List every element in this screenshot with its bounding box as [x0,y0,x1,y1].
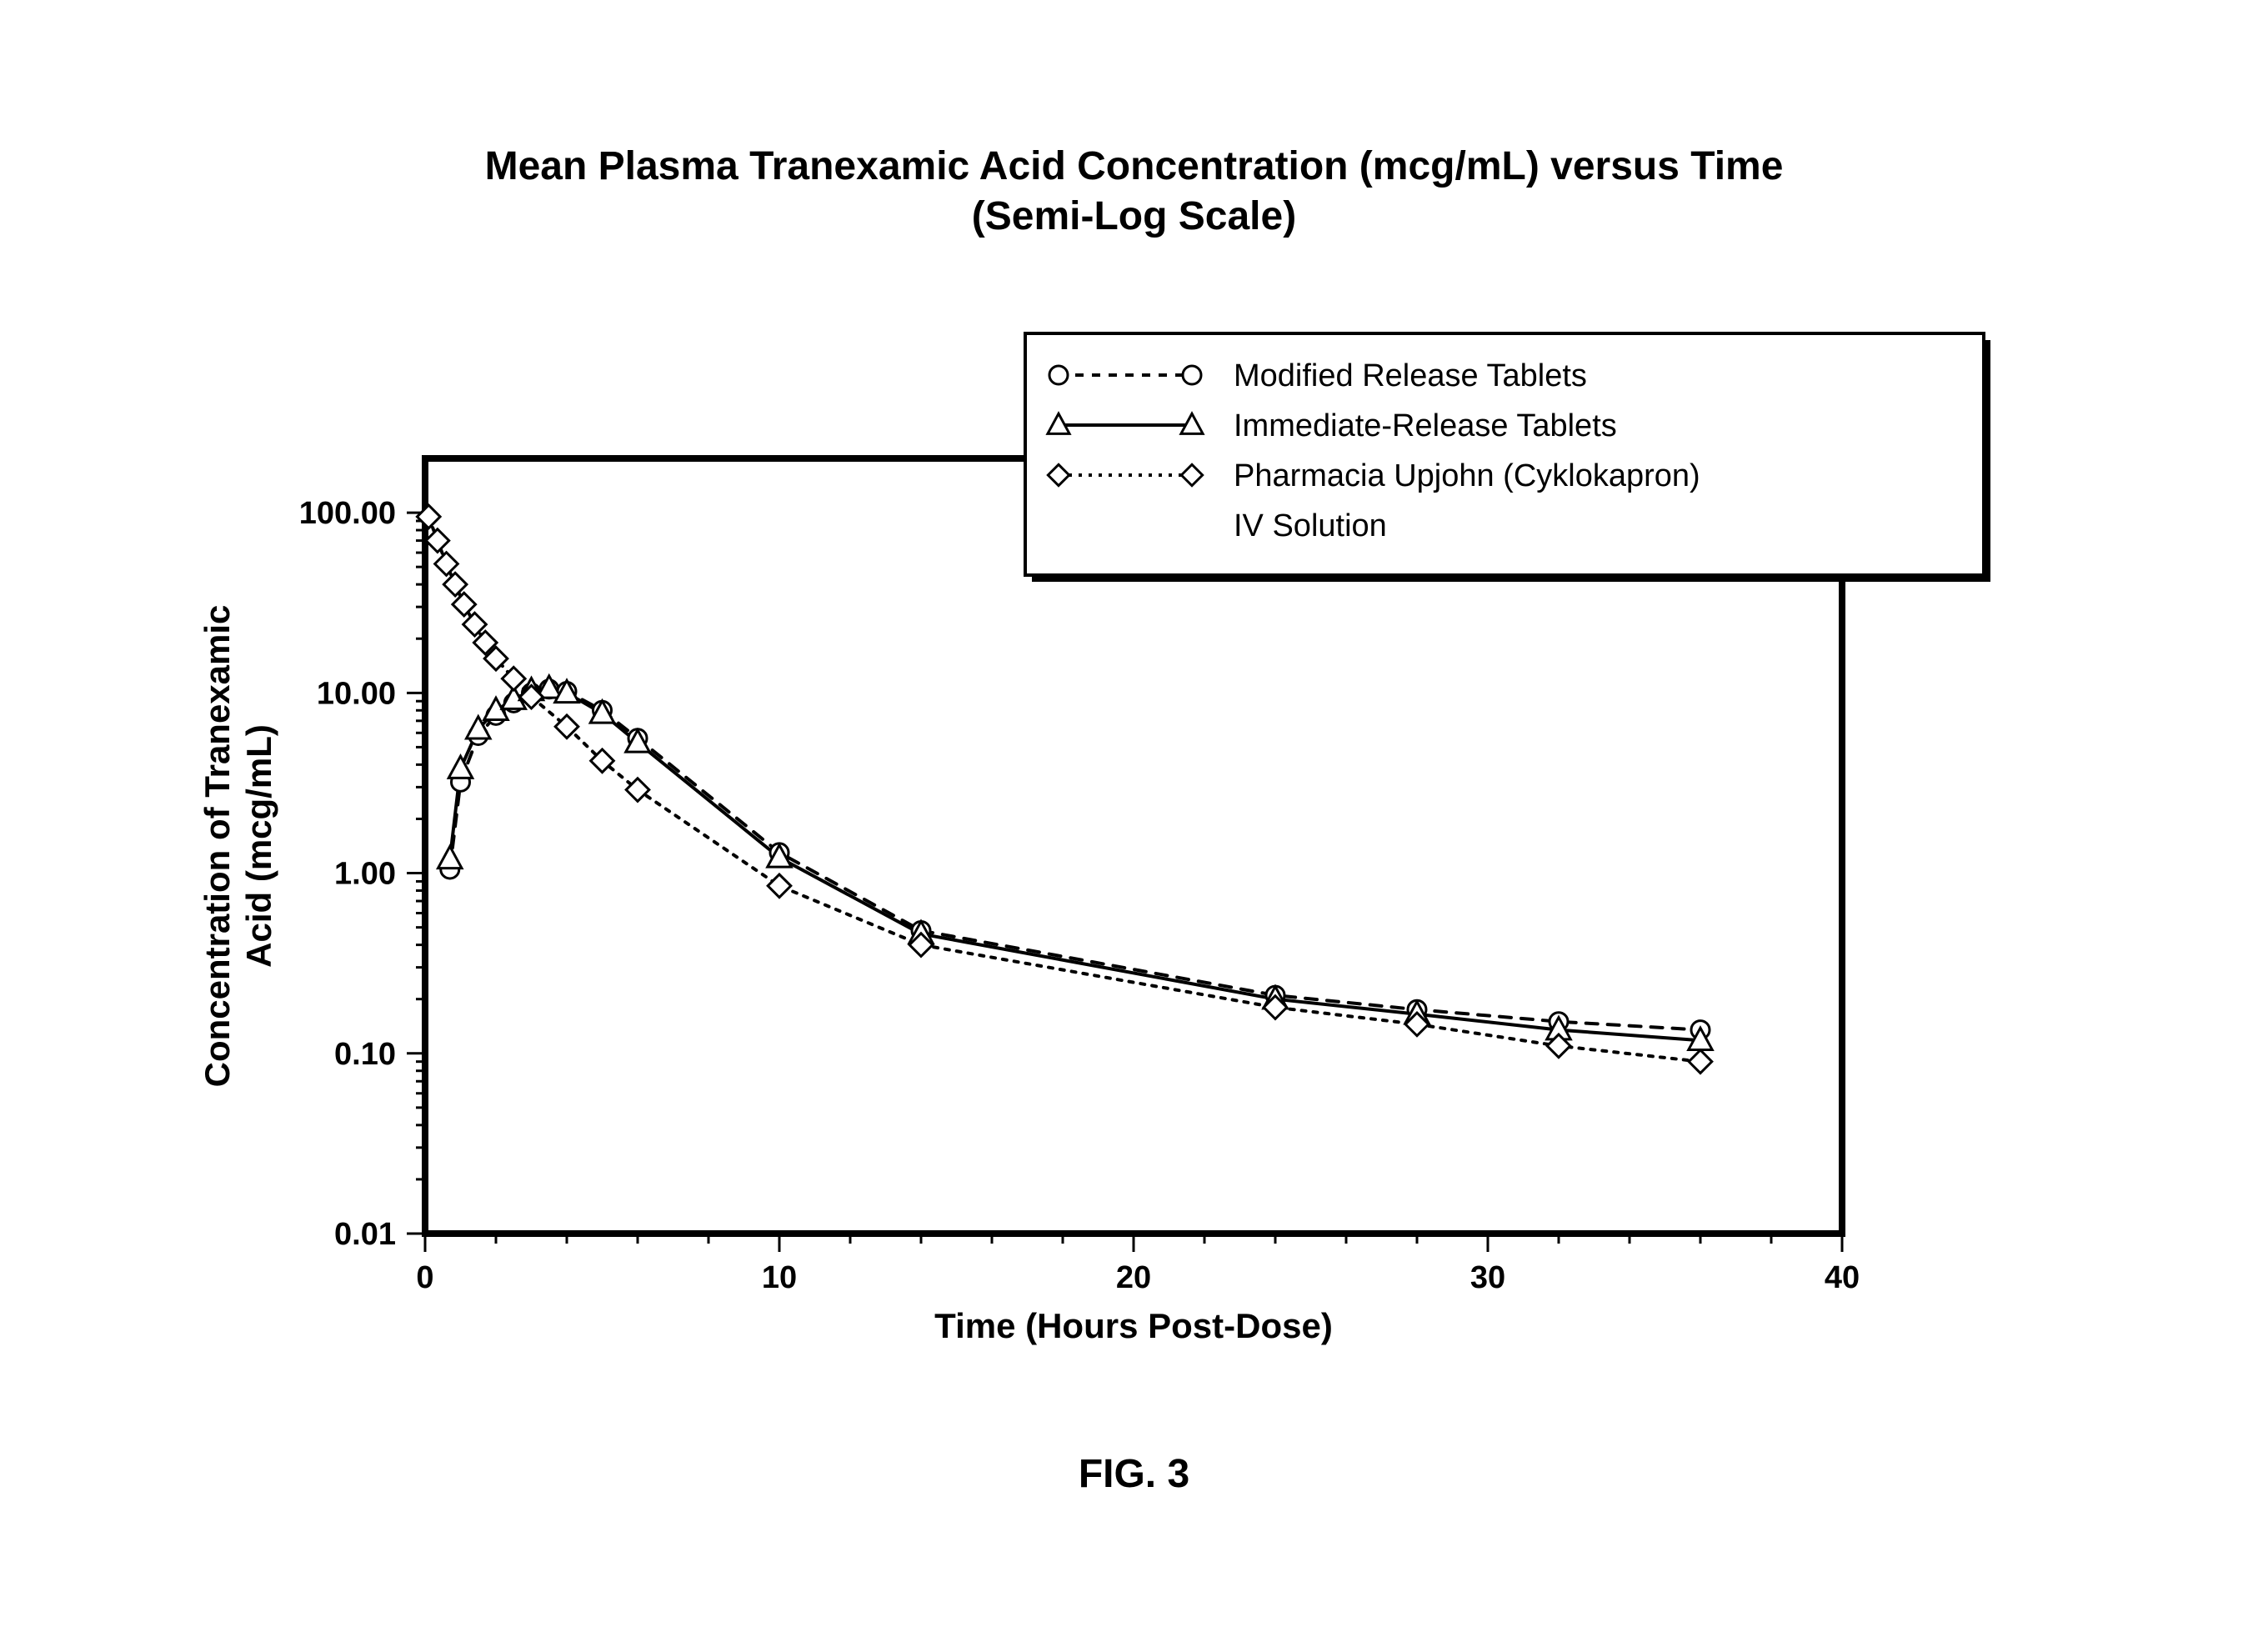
svg-text:40: 40 [1825,1260,1860,1295]
chart-title-line2: (Semi-Log Scale) [972,194,1296,238]
svg-text:Modified Release Tablets: Modified Release Tablets [1234,358,1587,393]
svg-text:Concentration of Tranexamic: Concentration of Tranexamic [198,605,237,1088]
chart-title-line1: Mean Plasma Tranexamic Acid Concentratio… [485,144,1784,188]
svg-text:0.01: 0.01 [334,1217,396,1252]
svg-text:0.10: 0.10 [334,1037,396,1072]
svg-text:Acid (mcg/mL): Acid (mcg/mL) [239,724,278,968]
chart-svg: 0 10 20 30 40 Time (Hours Post-Dose) 0.01 0.10 1… [0,0,2268,1647]
svg-text:Pharmacia Upjohn (Cyklokapron): Pharmacia Upjohn (Cyklokapron) [1234,458,1700,493]
svg-text:0: 0 [416,1260,433,1295]
chart-title: Mean Plasma Tranexamic Acid Concentratio… [0,142,2268,242]
page: Mean Plasma Tranexamic Acid Concentratio… [0,0,2268,1647]
svg-text:Immediate-Release Tablets: Immediate-Release Tablets [1234,408,1617,443]
svg-text:10.00: 10.00 [317,676,396,711]
svg-text:30: 30 [1470,1260,1505,1295]
svg-text:10: 10 [762,1260,797,1295]
svg-text:1.00: 1.00 [334,857,396,892]
svg-text:20: 20 [1116,1260,1151,1295]
figure-label: FIG. 3 [0,1451,2268,1497]
svg-text:IV Solution: IV Solution [1234,508,1387,543]
svg-text:100.00: 100.00 [299,496,396,531]
svg-text:Time (Hours Post-Dose): Time (Hours Post-Dose) [934,1306,1333,1345]
